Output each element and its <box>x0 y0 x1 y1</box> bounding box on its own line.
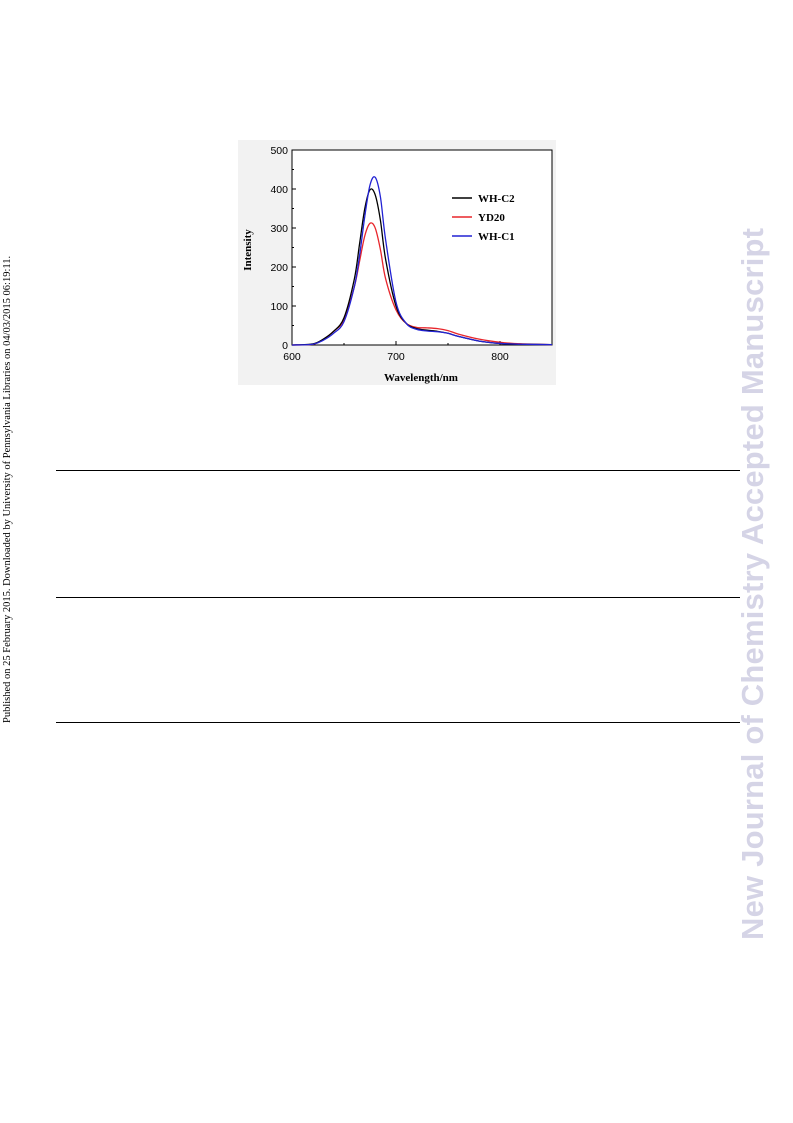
emission-spectrum-chart: 0 100 200 300 400 500 600 700 800 WH-C2 YD20 WH-C1… <box>242 145 553 384</box>
y-tick-label: 0 <box>282 340 288 352</box>
x-tick-label: 600 <box>283 351 301 363</box>
legend-label: WH-C1 <box>478 231 515 243</box>
emission-spectrum-figure: 0 100 200 300 400 500 600 700 800 WH-C2 YD20 WH-C1… <box>238 140 556 385</box>
series-line-yd20 <box>291 222 553 346</box>
table-rule-middle <box>56 597 740 598</box>
y-tick-label: 200 <box>270 262 288 274</box>
x-tick-label: 700 <box>387 351 405 363</box>
plot-frame <box>291 149 553 346</box>
y-axis-label: Intensity <box>242 229 254 271</box>
journal-watermark: New Journal of Chemistry Accepted Manusc… <box>735 227 770 940</box>
table-rule-bottom <box>56 722 740 723</box>
y-tick-label: 100 <box>270 301 288 313</box>
x-tick-label: 800 <box>491 351 509 363</box>
y-tick-label: 500 <box>270 145 288 157</box>
table-rule-top <box>56 470 740 471</box>
legend-label: YD20 <box>478 212 505 224</box>
y-tick-label: 300 <box>270 223 288 235</box>
y-tick-label: 400 <box>270 184 288 196</box>
legend-label: WH-C2 <box>478 193 515 205</box>
x-axis-label: Wavelength/nm <box>384 372 458 384</box>
download-notice: Published on 25 February 2015. Downloade… <box>2 255 13 723</box>
series-line-wh-c1 <box>291 176 553 346</box>
